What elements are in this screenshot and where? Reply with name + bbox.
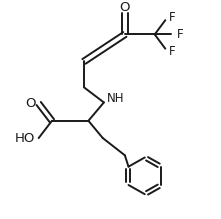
- Text: HO: HO: [15, 132, 35, 145]
- Text: O: O: [120, 1, 130, 14]
- Text: F: F: [169, 45, 176, 58]
- Text: F: F: [169, 11, 176, 24]
- Text: NH: NH: [107, 92, 125, 105]
- Text: F: F: [177, 28, 183, 41]
- Text: O: O: [25, 97, 35, 110]
